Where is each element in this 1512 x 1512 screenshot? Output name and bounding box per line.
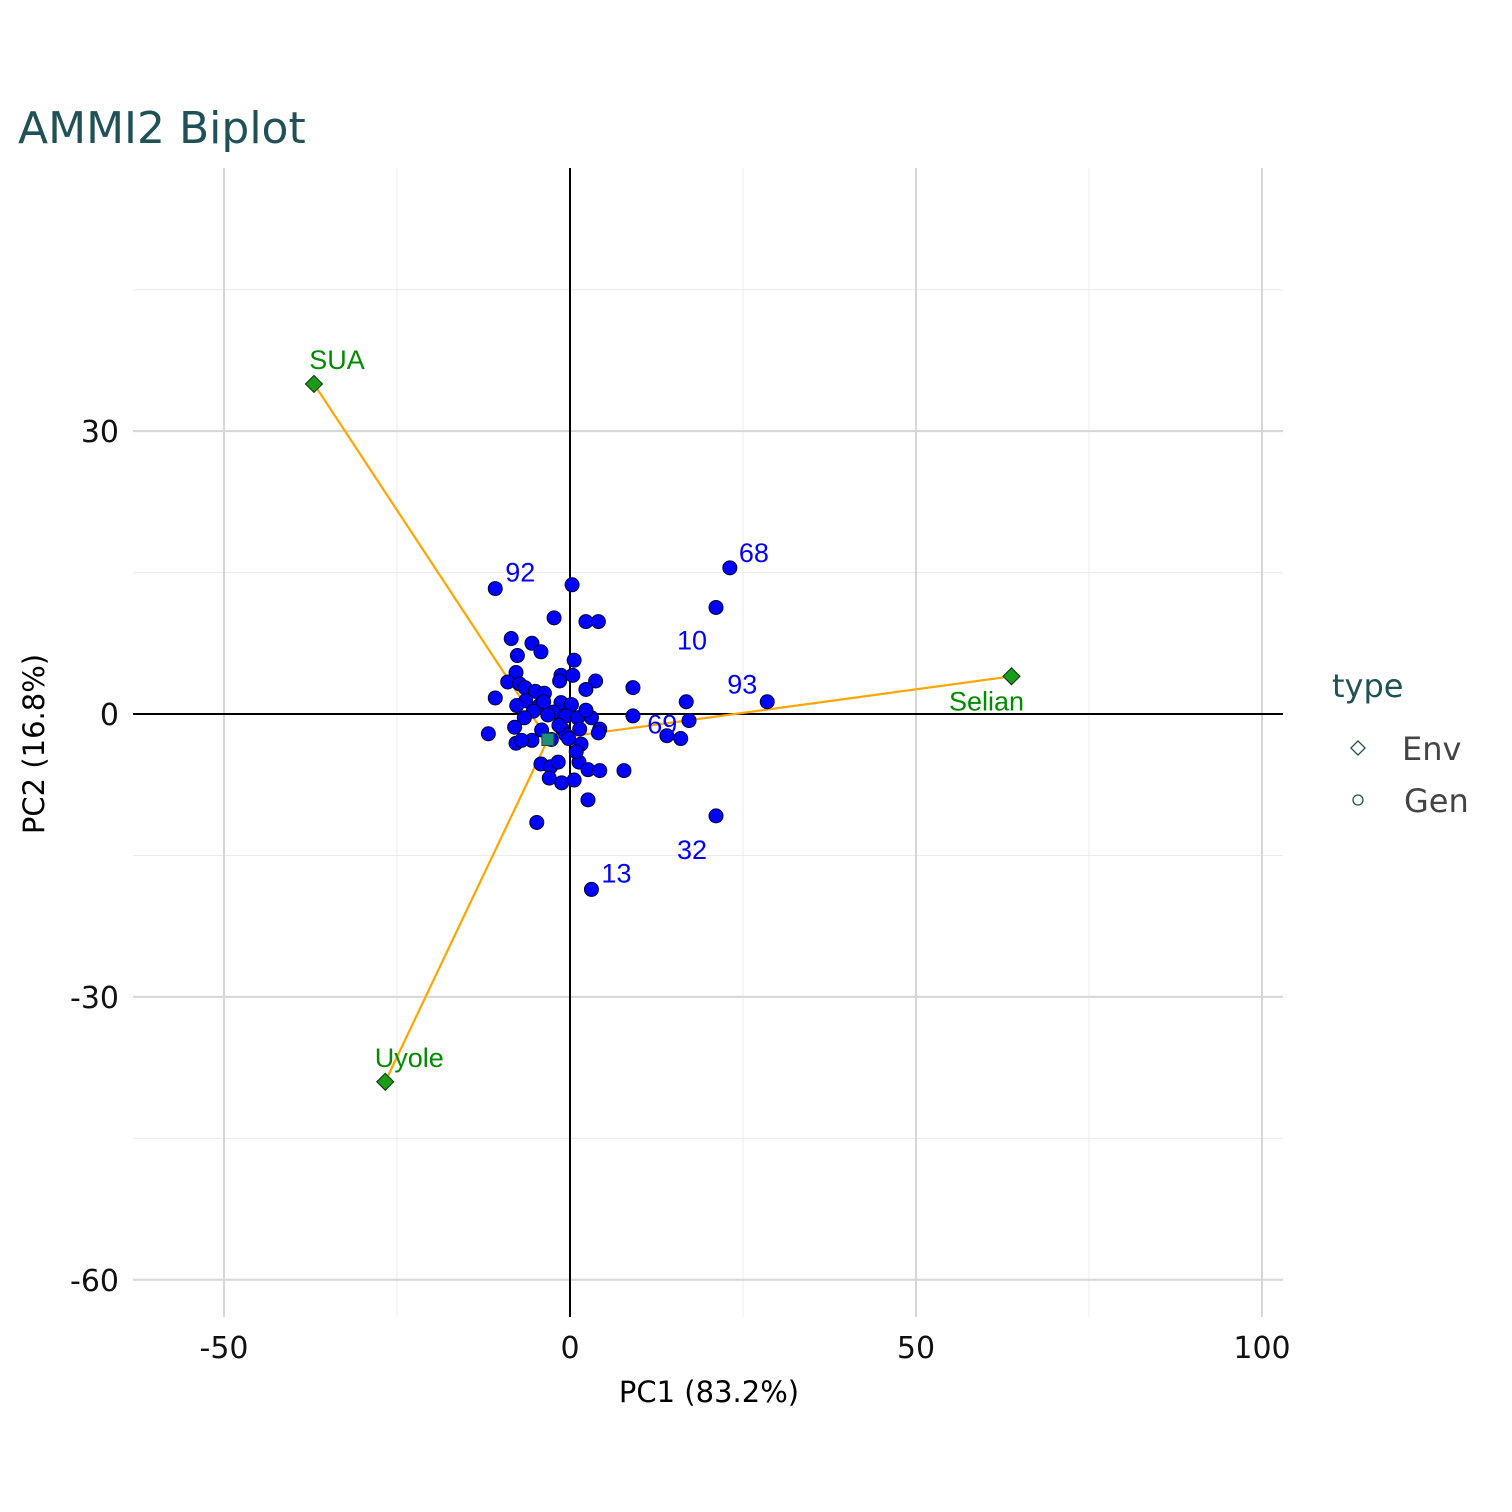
genotype-point xyxy=(503,631,519,647)
x-tick-label: 50 xyxy=(897,1331,935,1366)
major-gridlines xyxy=(133,168,1283,1317)
y-axis-title: PC2 (16.8%) xyxy=(17,654,51,834)
genotype-point xyxy=(590,725,606,741)
genotype-label: 68 xyxy=(739,538,769,568)
genotype-point xyxy=(568,744,584,760)
genotype-point xyxy=(566,772,582,788)
genotype-label: 93 xyxy=(727,670,757,700)
genotype-point xyxy=(564,577,580,593)
legend-title: type xyxy=(1332,667,1403,705)
y-tick-label: -60 xyxy=(70,1264,119,1299)
genotype-point xyxy=(722,560,738,576)
genotype-point xyxy=(616,763,632,779)
y-tick-label: 0 xyxy=(100,698,119,733)
genotype-label: 10 xyxy=(677,625,707,655)
genotype-point xyxy=(565,667,581,683)
env-label-uyole: Uyole xyxy=(375,1043,444,1073)
legend: type Env Gen xyxy=(1332,667,1469,820)
genotype-point xyxy=(625,708,641,724)
legend-gen-circle-icon xyxy=(1352,794,1364,806)
genotype-point xyxy=(541,770,557,786)
genotype-point xyxy=(578,702,594,718)
genotype-point xyxy=(516,710,532,726)
minor-gridlines xyxy=(133,168,1283,1317)
genotype-point xyxy=(507,719,523,735)
y-tick-label: 30 xyxy=(81,415,119,450)
genotype-point xyxy=(533,644,549,660)
mean-point xyxy=(541,732,555,746)
x-tick-label: -50 xyxy=(200,1331,249,1366)
genotype-point xyxy=(578,681,594,697)
env-vector-uyole xyxy=(384,738,549,1083)
genotype-point xyxy=(708,808,724,824)
x-tick-label: 0 xyxy=(560,1331,579,1366)
genotype-point xyxy=(678,694,694,710)
genotype-point xyxy=(673,731,689,747)
chart-title: AMMI2 Biplot xyxy=(18,103,306,154)
genotype-point xyxy=(540,707,556,723)
env-vector-selian xyxy=(547,675,1012,741)
genotype-labels: 68 92 10 93 69 32 13 xyxy=(505,538,769,889)
env-point-sua xyxy=(304,374,324,394)
genotype-point xyxy=(625,680,641,696)
genotype-point xyxy=(554,775,570,791)
x-tick-label: 100 xyxy=(1233,1331,1290,1366)
genotype-point xyxy=(588,673,604,689)
genotype-point xyxy=(550,754,566,770)
zero-axis-lines xyxy=(133,168,1283,1317)
genotype-point xyxy=(551,717,567,733)
genotype-label: 92 xyxy=(505,558,535,588)
genotype-point xyxy=(487,581,503,597)
genotype-point xyxy=(536,694,552,710)
legend-label-env: Env xyxy=(1402,730,1461,768)
genotype-label: 69 xyxy=(647,710,677,740)
genotype-point xyxy=(480,726,496,742)
genotype-point xyxy=(552,673,568,689)
genotype-label: 32 xyxy=(677,835,707,865)
legend-env-diamond-icon xyxy=(1350,740,1366,756)
genotype-point xyxy=(759,694,775,710)
environment-points xyxy=(304,374,1021,1091)
genotype-point xyxy=(566,652,582,668)
genotype-point xyxy=(583,881,599,897)
y-tick-labels: 30 0 -30 -60 xyxy=(70,415,119,1299)
genotype-point xyxy=(580,792,596,808)
genotype-point xyxy=(546,610,562,626)
x-tick-labels: -50 0 50 100 xyxy=(200,1331,1291,1366)
genotype-point xyxy=(561,731,577,747)
genotype-point xyxy=(572,721,588,737)
genotype-point xyxy=(578,614,594,630)
genotype-point xyxy=(509,648,525,664)
genotype-point xyxy=(509,698,525,714)
environment-labels: SUA Selian Uyole xyxy=(309,345,1024,1073)
y-tick-label: -30 xyxy=(70,981,119,1016)
genotype-point xyxy=(681,713,697,729)
genotype-points xyxy=(480,560,775,897)
genotype-point xyxy=(592,763,608,779)
genotype-point xyxy=(487,690,503,706)
genotype-point xyxy=(708,599,724,615)
env-label-sua: SUA xyxy=(309,345,365,375)
env-label-selian: Selian xyxy=(949,686,1024,716)
genotype-point xyxy=(514,732,530,748)
env-point-uyole xyxy=(376,1072,395,1091)
genotype-label: 13 xyxy=(601,858,631,888)
env-point-selian xyxy=(1002,667,1021,686)
genotype-point xyxy=(529,814,545,830)
genotype-point xyxy=(590,614,606,630)
x-axis-title: PC1 (83.2%) xyxy=(619,1375,799,1409)
legend-label-gen: Gen xyxy=(1404,782,1469,820)
